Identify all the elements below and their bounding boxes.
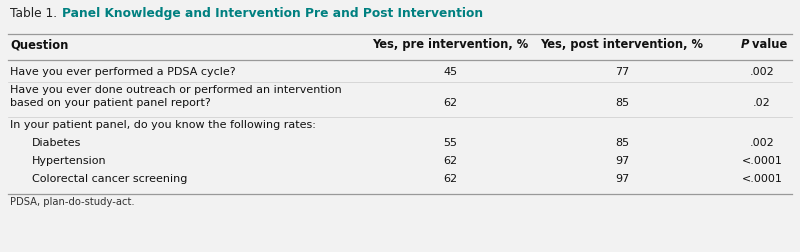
Text: Have you ever performed a PDSA cycle?: Have you ever performed a PDSA cycle? [10, 67, 236, 77]
Text: Diabetes: Diabetes [32, 138, 82, 148]
Text: 55: 55 [443, 138, 457, 148]
Text: Table 1.: Table 1. [10, 7, 61, 20]
Text: 97: 97 [615, 174, 629, 184]
Text: Have you ever done outreach or performed an intervention: Have you ever done outreach or performed… [10, 85, 342, 95]
Text: based on your patient panel report?: based on your patient panel report? [10, 98, 210, 108]
Text: .002: .002 [750, 67, 774, 77]
Text: 97: 97 [615, 156, 629, 166]
Text: Yes, pre intervention, %: Yes, pre intervention, % [372, 38, 528, 51]
Text: .02: .02 [753, 98, 771, 108]
Text: 85: 85 [615, 98, 629, 108]
Text: Panel Knowledge and Intervention Pre and Post Intervention: Panel Knowledge and Intervention Pre and… [62, 7, 483, 20]
Text: Colorectal cancer screening: Colorectal cancer screening [32, 174, 187, 184]
Text: 45: 45 [443, 67, 457, 77]
Text: <.0001: <.0001 [742, 174, 782, 184]
Text: <.0001: <.0001 [742, 156, 782, 166]
Text: value: value [748, 38, 787, 51]
Text: 62: 62 [443, 98, 457, 108]
Text: 85: 85 [615, 138, 629, 148]
Text: .002: .002 [750, 138, 774, 148]
Text: 62: 62 [443, 174, 457, 184]
Text: P: P [741, 38, 750, 51]
Text: 62: 62 [443, 156, 457, 166]
Text: Question: Question [10, 38, 68, 51]
Text: 77: 77 [615, 67, 629, 77]
Text: Hypertension: Hypertension [32, 156, 106, 166]
Text: PDSA, plan-do-study-act.: PDSA, plan-do-study-act. [10, 197, 134, 207]
Text: Yes, post intervention, %: Yes, post intervention, % [541, 38, 703, 51]
Text: In your patient panel, do you know the following rates:: In your patient panel, do you know the f… [10, 120, 316, 130]
